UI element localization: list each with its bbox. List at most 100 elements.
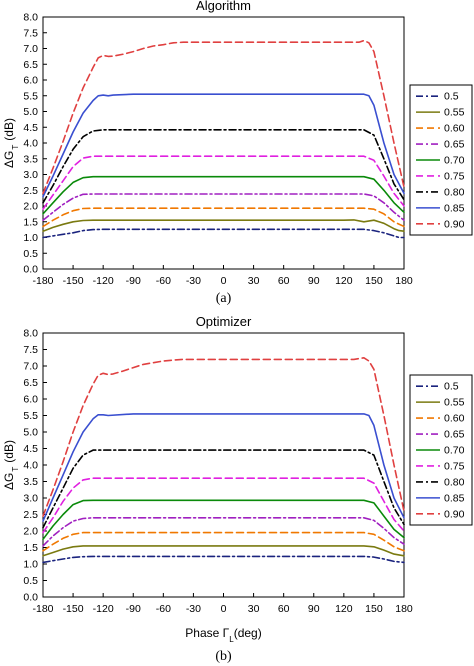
y-tick-label: 3.5 bbox=[23, 153, 38, 165]
legend-label: 0.75 bbox=[444, 460, 465, 472]
x-tick-label: -90 bbox=[126, 275, 141, 287]
x-tick-label: -150 bbox=[63, 275, 84, 287]
y-tick-label: 0.5 bbox=[23, 575, 38, 587]
y-tick-label: 0.0 bbox=[23, 592, 38, 604]
y-tick-label: 4.0 bbox=[23, 460, 38, 472]
plot-area bbox=[42, 16, 405, 270]
y-tick-label: 8.0 bbox=[23, 12, 38, 24]
series-line-0_55 bbox=[42, 219, 405, 232]
chart-title: Optimizer bbox=[196, 314, 252, 329]
series-line-0_55 bbox=[42, 545, 405, 557]
legend-label: 0.5 bbox=[444, 91, 459, 103]
x-tick-label: -30 bbox=[186, 275, 201, 287]
series-line-0_60 bbox=[42, 531, 405, 552]
x-tick-label: -60 bbox=[156, 603, 171, 615]
y-tick-label: 7.0 bbox=[23, 361, 38, 373]
x-tick-label: 150 bbox=[365, 603, 383, 615]
y-tick-label: 0.0 bbox=[23, 264, 38, 276]
y-tick-label: 4.5 bbox=[23, 443, 38, 455]
y-tick-label: 3.0 bbox=[23, 493, 38, 505]
series-line-0_5 bbox=[42, 228, 405, 239]
x-tick-label: 120 bbox=[335, 603, 353, 615]
y-tick-label: 7.5 bbox=[23, 27, 38, 39]
series-line-0_85 bbox=[42, 413, 405, 522]
x-tick-label: -180 bbox=[32, 275, 53, 287]
y-tick-label: 6.0 bbox=[23, 394, 38, 406]
y-tick-label: 7.0 bbox=[23, 43, 38, 55]
chart-optimizer: Optimizer 0.0 0.5 1.0 1.5 2.0 2.5 3.0 3.5 4.0 4.5 5… bbox=[2, 314, 473, 664]
y-tick-label: 5.0 bbox=[23, 427, 38, 439]
y-tick-label: 4.5 bbox=[23, 122, 38, 134]
y-tick-label: 3.5 bbox=[23, 476, 38, 488]
y-tick-label: 6.5 bbox=[23, 377, 38, 389]
y-tick-label: 1.0 bbox=[23, 232, 38, 244]
x-tick-label: 90 bbox=[308, 275, 320, 287]
y-tick-label: 0.5 bbox=[23, 248, 38, 260]
y-tick-label: 3.0 bbox=[23, 169, 38, 181]
x-tick-label: -180 bbox=[32, 603, 53, 615]
legend-label: 0.60 bbox=[444, 413, 465, 425]
x-tick-label: -60 bbox=[156, 275, 171, 287]
legend-label: 0.80 bbox=[444, 476, 465, 488]
legend-label: 0.65 bbox=[444, 429, 465, 441]
series-line-0_90 bbox=[42, 356, 405, 517]
legend-label: 0.60 bbox=[444, 123, 465, 135]
series-line-0_60 bbox=[42, 207, 405, 228]
x-tick-label: 90 bbox=[308, 603, 320, 615]
x-tick-label: 60 bbox=[278, 603, 290, 615]
series-line-0_75 bbox=[42, 477, 405, 534]
x-tick-label: 120 bbox=[335, 275, 353, 287]
y-tick-label: 5.5 bbox=[23, 410, 38, 422]
chart-title: Algorithm bbox=[196, 0, 251, 13]
legend-label: 0.85 bbox=[444, 492, 465, 504]
x-tick-label: 30 bbox=[248, 603, 260, 615]
legend: 0.5 0.55 0.60 0.65 0.70 0.75 0.80 0.85 0.90 bbox=[409, 84, 473, 236]
y-tick-label: 2.0 bbox=[23, 201, 38, 213]
legend-label: 0.70 bbox=[444, 155, 465, 167]
x-tick-label: -150 bbox=[63, 603, 84, 615]
y-tick-label: 1.0 bbox=[23, 559, 38, 571]
figure-caption: (a) bbox=[216, 291, 232, 306]
y-axis-label: ΔGT(dB) bbox=[2, 118, 20, 168]
y-tick-label: 8.0 bbox=[23, 328, 38, 340]
y-tick-label: 2.0 bbox=[23, 526, 38, 538]
legend-label: 0.80 bbox=[444, 186, 465, 198]
legend-label: 0.5 bbox=[444, 381, 459, 393]
x-tick-label: 30 bbox=[248, 275, 260, 287]
x-tick-label: -120 bbox=[93, 275, 114, 287]
y-axis-label: ΔGT(dB) bbox=[2, 440, 20, 490]
legend-label: 0.90 bbox=[444, 218, 465, 230]
series-line-0_75 bbox=[42, 155, 405, 210]
legend-label: 0.55 bbox=[444, 107, 465, 119]
y-tick-label: 6.0 bbox=[23, 75, 38, 87]
legend-label: 0.90 bbox=[444, 508, 465, 520]
series-line-0_80 bbox=[42, 449, 405, 529]
figure-caption: (b) bbox=[215, 649, 232, 664]
y-tick-label: 7.5 bbox=[23, 344, 38, 356]
series-line-0_90 bbox=[42, 39, 405, 195]
y-tick-label: 1.5 bbox=[23, 542, 38, 554]
x-tick-label: 60 bbox=[278, 275, 290, 287]
series-line-0_70 bbox=[42, 175, 405, 215]
x-tick-label: 150 bbox=[365, 275, 383, 287]
x-tick-label: 180 bbox=[395, 603, 413, 615]
y-tick-label: 1.5 bbox=[23, 216, 38, 228]
series-line-0_85 bbox=[42, 93, 405, 198]
legend: 0.5 0.55 0.60 0.65 0.70 0.75 0.80 0.85 0.90 bbox=[409, 374, 473, 526]
x-axis-label: Phase ΓL(deg) bbox=[185, 626, 261, 644]
y-tick-label: 2.5 bbox=[23, 509, 38, 521]
legend-label: 0.75 bbox=[444, 170, 465, 182]
y-tick-label: 5.5 bbox=[23, 90, 38, 102]
x-tick-label: -30 bbox=[186, 603, 201, 615]
legend-label: 0.85 bbox=[444, 202, 465, 214]
y-tick-label: 2.5 bbox=[23, 185, 38, 197]
legend-label: 0.70 bbox=[444, 445, 465, 457]
series-line-0_70 bbox=[42, 499, 405, 541]
series-line-0_65 bbox=[42, 193, 405, 221]
y-tick-label: 5.0 bbox=[23, 106, 38, 118]
x-tick-label: 180 bbox=[395, 275, 413, 287]
x-tick-label: 0 bbox=[221, 603, 227, 615]
y-tick-label: 4.0 bbox=[23, 138, 38, 150]
x-tick-label: -120 bbox=[93, 603, 114, 615]
